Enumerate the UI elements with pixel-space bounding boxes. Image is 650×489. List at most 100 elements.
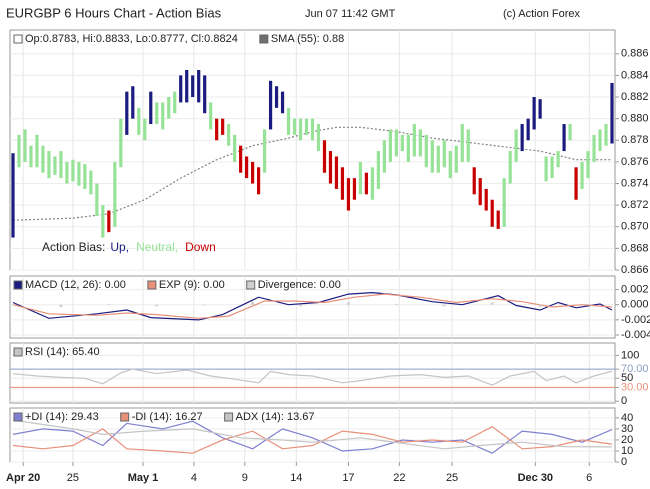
bias-bar bbox=[424, 134, 428, 168]
bias-bar bbox=[580, 161, 584, 189]
divergence-bar bbox=[538, 304, 542, 307]
bias-legend-item: Down bbox=[185, 240, 216, 254]
bias-bar bbox=[95, 183, 99, 216]
bias-bar bbox=[574, 167, 578, 200]
bias-bar bbox=[556, 151, 560, 168]
x-tick-label: 17 bbox=[342, 472, 354, 484]
bias-bar bbox=[538, 99, 542, 119]
bias-legend-item: Up, bbox=[110, 240, 129, 254]
bias-bar bbox=[35, 134, 39, 168]
bias-bar bbox=[149, 91, 153, 125]
bias-bar bbox=[167, 97, 171, 119]
y-tick-label: 0.866 bbox=[621, 264, 649, 276]
bias-bar bbox=[604, 124, 608, 146]
y-tick-label: 0 bbox=[621, 395, 627, 407]
x-tick-label: 4 bbox=[191, 472, 197, 484]
bias-bar bbox=[376, 151, 380, 189]
divergence-bar bbox=[59, 304, 63, 307]
y-tick-label: 30.00 bbox=[621, 381, 649, 393]
bias-bar bbox=[346, 178, 351, 211]
y-tick-label: 0.002 bbox=[621, 284, 649, 296]
bias-bar bbox=[508, 151, 512, 184]
bias-bar bbox=[59, 151, 63, 179]
legend-label: EXP (9): 0.00 bbox=[159, 279, 225, 291]
bias-bar bbox=[143, 118, 147, 141]
bias-bar bbox=[598, 129, 602, 152]
bias-bar bbox=[65, 161, 69, 184]
bias-bar bbox=[298, 118, 303, 141]
divergence-bar bbox=[155, 304, 159, 307]
bias-bar bbox=[101, 205, 105, 238]
legend-swatch bbox=[13, 347, 23, 357]
y-tick-label: -0.002 bbox=[621, 314, 650, 326]
bias-bar bbox=[155, 102, 159, 125]
bias-bar bbox=[448, 151, 452, 179]
bias-bar bbox=[125, 91, 129, 135]
legend-label: MACD (12, 26): 0.00 bbox=[25, 279, 126, 291]
bias-bar bbox=[221, 118, 225, 135]
legend-label: -DI (14): 16.27 bbox=[132, 411, 203, 423]
y-tick-label: 0.874 bbox=[621, 177, 649, 189]
indicator-line bbox=[12, 425, 613, 454]
bias-bar bbox=[286, 107, 291, 135]
bias-bar bbox=[191, 75, 195, 98]
legend-swatch bbox=[120, 412, 130, 422]
bias-bar bbox=[268, 80, 273, 130]
legend-swatch bbox=[259, 34, 269, 44]
y-tick-label: 0.882 bbox=[621, 91, 649, 103]
x-tick-label: 9 bbox=[242, 472, 248, 484]
bias-bar bbox=[334, 156, 339, 189]
bias-bar bbox=[496, 210, 500, 229]
legend-swatch bbox=[224, 412, 234, 422]
bias-bar bbox=[274, 86, 279, 108]
bias-bar bbox=[131, 86, 135, 119]
bias-bar bbox=[490, 199, 494, 227]
divergence-bar bbox=[107, 303, 111, 305]
bias-bar bbox=[185, 70, 189, 103]
bias-bar bbox=[388, 129, 392, 162]
divergence-bar bbox=[394, 303, 398, 305]
bias-bar bbox=[358, 161, 363, 195]
bias-bar bbox=[89, 170, 93, 195]
y-tick-label: 0.868 bbox=[621, 242, 649, 254]
x-tick-label: May 1 bbox=[128, 472, 159, 484]
bias-bar bbox=[520, 124, 524, 152]
bias-legend-item: Neutral, bbox=[136, 240, 178, 254]
legend-label: +DI (14): 29.43 bbox=[25, 411, 99, 423]
divergence-bar bbox=[11, 303, 15, 305]
bias-bar bbox=[71, 159, 75, 182]
y-tick-label: 100 bbox=[621, 349, 639, 361]
bias-bar bbox=[550, 156, 554, 179]
bias-bar bbox=[382, 140, 386, 173]
bias-bar bbox=[316, 124, 321, 152]
bias-bar bbox=[460, 124, 464, 162]
divergence-bar bbox=[586, 303, 590, 305]
x-tick-label: 25 bbox=[446, 472, 458, 484]
bias-bar bbox=[586, 151, 590, 179]
bias-bar bbox=[418, 129, 422, 157]
divergence-bar bbox=[251, 301, 255, 305]
y-tick-label: 0.872 bbox=[621, 199, 649, 211]
bias-bar bbox=[532, 97, 536, 130]
bias-bar bbox=[280, 91, 285, 114]
divergence-bar bbox=[490, 302, 494, 305]
y-tick-label: -0.004 bbox=[621, 329, 650, 341]
bias-bar bbox=[430, 140, 434, 173]
bias-bar bbox=[466, 129, 470, 162]
bias-bar bbox=[478, 178, 482, 206]
bias-bar bbox=[215, 118, 219, 141]
bias-bar bbox=[23, 129, 27, 162]
x-tick-label: Dec 30 bbox=[518, 472, 553, 484]
bias-bar bbox=[442, 140, 446, 168]
indicator-line bbox=[12, 420, 613, 454]
legend-label: RSI (14): 65.40 bbox=[25, 346, 100, 358]
y-tick-label: 0 bbox=[621, 456, 627, 468]
legend-swatch bbox=[13, 34, 23, 44]
legend-swatch bbox=[13, 280, 23, 290]
y-tick-label: 50 bbox=[621, 372, 633, 384]
bias-bar bbox=[233, 134, 237, 162]
bias-bar bbox=[209, 102, 213, 130]
bias-bar bbox=[502, 178, 506, 227]
legend-swatch bbox=[13, 412, 23, 422]
bias-bar bbox=[592, 134, 596, 162]
